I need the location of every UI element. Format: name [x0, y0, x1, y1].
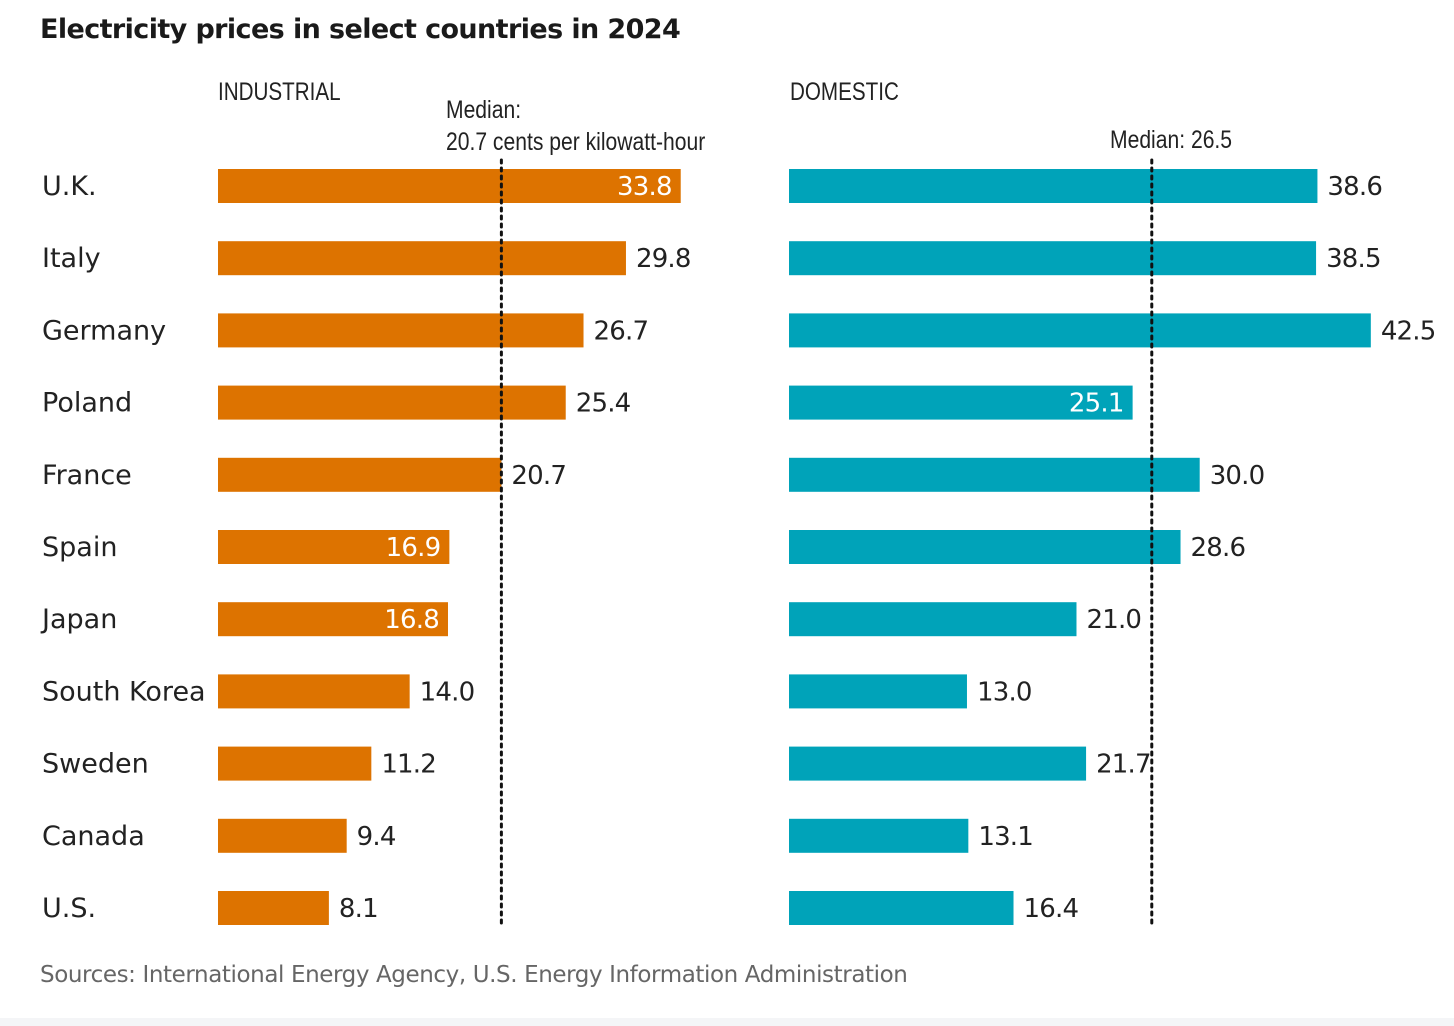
domestic-value-label-germany: 42.5 — [1381, 316, 1436, 346]
domestic-bar-sweden — [789, 746, 1087, 781]
industrial-bar-poland — [218, 385, 566, 420]
industrial-value-label-u-k: 33.8 — [617, 172, 672, 202]
domestic-value-label-sweden: 21.7 — [1096, 750, 1151, 780]
category-label-germany: Germany — [42, 315, 166, 346]
industrial-value-label-germany: 26.7 — [594, 316, 649, 346]
domestic-value-label-spain: 28.6 — [1191, 533, 1246, 563]
industrial-value-label-u-s: 8.1 — [339, 894, 378, 924]
category-label-france: France — [42, 460, 132, 491]
industrial-value-label-italy: 29.8 — [636, 244, 691, 274]
domestic-value-label-u-k: 38.6 — [1327, 172, 1382, 202]
domestic-bar-japan — [789, 602, 1077, 637]
domestic-median-label-1: Median: 26.5 — [1110, 125, 1232, 153]
industrial-bar-italy — [218, 241, 626, 276]
industrial-bar-japan — [218, 602, 448, 637]
industrial-bar-spain — [218, 530, 450, 564]
category-label-sweden: Sweden — [42, 749, 149, 780]
domestic-bar-france — [789, 457, 1200, 492]
source-note: Sources: International Energy Agency, U.… — [40, 962, 908, 988]
industrial-bar-south-korea — [218, 674, 410, 709]
domestic-bar-canada — [789, 818, 969, 853]
category-label-u-k: U.K. — [42, 171, 97, 202]
category-label-japan: Japan — [40, 604, 117, 635]
industrial-value-label-spain: 16.9 — [386, 533, 441, 563]
industrial-value-label-south-korea: 14.0 — [420, 677, 475, 707]
industrial-value-label-sweden: 11.2 — [381, 750, 436, 780]
bottom-strip — [0, 1018, 1454, 1026]
domestic-value-label-poland: 25.1 — [1069, 389, 1124, 419]
domestic-panel-title: DOMESTIC — [790, 77, 899, 105]
category-label-spain: Spain — [42, 532, 117, 563]
industrial-median-label-1: Median: — [446, 95, 521, 123]
domestic-bar-poland — [789, 385, 1133, 420]
industrial-value-label-japan: 16.8 — [384, 605, 439, 635]
industrial-bar-germany — [218, 313, 584, 348]
domestic-value-label-italy: 38.5 — [1326, 244, 1381, 274]
domestic-value-label-canada: 13.1 — [978, 822, 1033, 852]
domestic-bar-germany — [789, 313, 1371, 348]
domestic-value-label-france: 30.0 — [1210, 461, 1265, 491]
category-label-u-s: U.S. — [42, 893, 96, 924]
category-label-canada: Canada — [42, 821, 145, 852]
category-label-poland: Poland — [42, 388, 132, 419]
industrial-bar-sweden — [218, 746, 372, 781]
domestic-bar-u-k — [789, 169, 1318, 203]
domestic-bar-spain — [789, 530, 1181, 564]
domestic-bar-italy — [789, 241, 1317, 276]
industrial-median-label-2: 20.7 cents per kilowatt-hour — [446, 127, 706, 155]
category-label-italy: Italy — [42, 243, 101, 274]
domestic-bar-south-korea — [789, 674, 967, 709]
domestic-bar-u-s — [789, 891, 1014, 925]
industrial-bar-france — [218, 457, 502, 492]
industrial-bar-u-k — [218, 169, 681, 203]
industrial-bar-u-s — [218, 891, 329, 925]
category-label-south-korea: South Korea — [42, 676, 206, 707]
industrial-value-label-canada: 9.4 — [357, 822, 396, 852]
chart-title: Electricity prices in select countries i… — [40, 14, 681, 45]
domestic-value-label-south-korea: 13.0 — [977, 677, 1032, 707]
domestic-value-label-japan: 21.0 — [1086, 605, 1141, 635]
domestic-value-label-u-s: 16.4 — [1024, 894, 1079, 924]
industrial-panel-title: INDUSTRIAL — [218, 77, 341, 105]
industrial-bar-canada — [218, 818, 347, 853]
industrial-value-label-france: 20.7 — [511, 461, 566, 491]
industrial-value-label-poland: 25.4 — [576, 389, 631, 419]
